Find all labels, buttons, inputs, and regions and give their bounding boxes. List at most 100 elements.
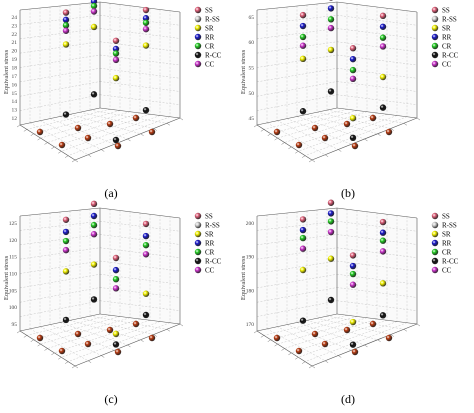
z-tick-label: 100 [9,305,18,311]
point-r-cc [299,317,307,324]
point-sr [112,74,120,82]
point-base [74,124,82,132]
point-base [74,330,82,338]
point-ss [327,199,335,206]
legend-marker-sr [431,230,439,238]
panel-label: (a) [104,186,117,200]
legend-label: R-SS [205,16,220,24]
point-base [295,141,303,149]
legend-marker-cc [431,266,439,274]
legend-marker-rr [194,33,202,41]
point-ss [62,9,70,16]
z-tick-label: 21 [12,40,18,46]
point-rr [299,226,307,234]
point-cr [349,66,357,74]
z-tick-label: 18 [12,66,18,72]
legend-label: SS [442,7,450,15]
point-r-cc [299,108,307,115]
chart-panel-1: 12 13 14 15 16 17 18 19 20 21 22 23 24 Equivalent str… [3,0,222,200]
legend-label: CR [442,249,452,257]
legend-label: R-SS [442,16,457,24]
point-base [106,326,114,334]
legend-marker-r-ss [431,15,439,23]
legend-marker-r-cc [431,51,439,59]
point-rr [62,228,70,236]
point-r-cc [62,316,70,324]
point-sr [112,330,120,338]
legend-label: RR [442,240,452,248]
legend-marker-ss [194,6,202,14]
point-base [58,141,66,149]
panel-label: (d) [341,392,355,406]
point-cr [349,270,357,278]
z-tick-label: 23 [12,23,18,29]
point-rr [142,232,150,240]
point-base [295,347,303,355]
point-r-cc [90,91,98,98]
point-cc [299,245,307,252]
z-axis-label: Equivalent stress [3,255,10,300]
point-cr [90,2,98,10]
legend-label: R-CC [205,258,222,266]
legend-label: SR [205,231,214,239]
point-base [343,326,351,334]
point-base [351,142,359,150]
legend-marker-cc [194,266,202,274]
legend-marker-cr [431,248,439,256]
point-sr [379,73,387,81]
point-base [84,340,92,348]
point-sr [327,46,335,54]
point-base [148,128,156,136]
point-cr [327,16,335,23]
legend-label: SR [205,25,214,33]
z-tick-label: 95 [12,322,18,328]
point-base [114,348,122,356]
point-rr [62,16,70,24]
legend-marker-r-cc [194,257,202,265]
point-ss [142,220,150,228]
point-base [58,347,66,355]
legend-label: CR [442,43,452,51]
z-axis-label: Equivalent stress [240,255,247,300]
point-cc [327,24,335,32]
legend-label: CR [205,43,215,51]
legend-marker-cr [431,42,439,50]
z-tick-label: 190 [246,255,255,261]
z-tick-label: 60 [249,40,255,46]
legend-label: SS [205,213,213,221]
point-r-cc [112,136,120,144]
point-rr [349,262,357,270]
point-base [84,134,92,142]
legend-marker-r-ss [194,221,202,229]
legend-label: SS [442,213,450,221]
point-rr [349,55,357,63]
point-r-cc [379,104,387,111]
z-tick-label: 50 [249,91,255,97]
point-rr [90,212,98,220]
point-base [36,128,44,136]
point-rr [299,22,307,30]
legend-label: CC [205,61,215,69]
z-tick-label: 15 [12,91,18,97]
point-base [385,128,393,136]
legend-label: RR [205,34,215,42]
point-r-cc [349,341,357,348]
point-sr [142,290,150,297]
legend-label: CC [442,267,452,275]
point-sr [327,255,335,262]
point-r-cc [142,106,150,114]
point-cc [349,75,357,83]
point-r-cc [327,88,335,95]
legend-label: R-CC [442,258,459,266]
legend-marker-r-cc [431,257,439,265]
z-tick-label: 22 [12,32,18,38]
z-tick-label: 170 [246,322,255,328]
z-tick-label: 16 [12,82,18,88]
point-rr [379,229,387,236]
legend-label: R-SS [442,222,457,230]
point-ss [349,252,357,259]
point-sr [142,42,150,49]
legend-marker-r-ss [194,15,202,23]
